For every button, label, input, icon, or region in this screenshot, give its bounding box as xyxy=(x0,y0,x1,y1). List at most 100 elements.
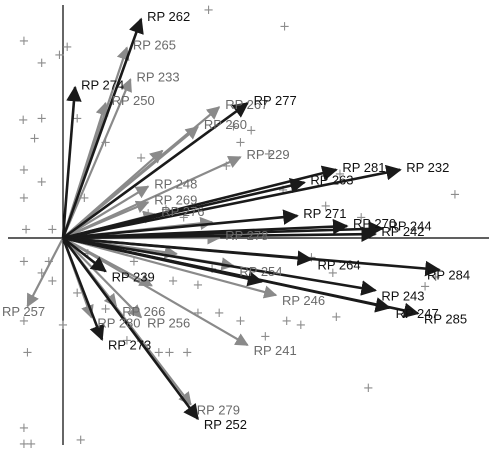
data-point-16: + xyxy=(21,223,32,238)
vector-label-rp-246: RP 246 xyxy=(282,293,325,308)
vector-label-rp-233: RP 233 xyxy=(136,69,179,84)
vector-rp-269 xyxy=(62,200,150,240)
data-point-44: + xyxy=(430,270,441,285)
data-point-38: + xyxy=(235,314,246,329)
vector-label-rp-254: RP 254 xyxy=(239,264,282,279)
vector-label-rp-277: RP 277 xyxy=(254,93,297,108)
vector-label-rp-250: RP 250 xyxy=(112,93,155,108)
vector-label-rp-241: RP 241 xyxy=(254,343,297,358)
data-point-64: + xyxy=(260,330,271,345)
vector-label-rp-263: RP 263 xyxy=(310,172,353,187)
vector-label-rp-257: RP 257 xyxy=(2,304,45,319)
loading-vectors xyxy=(26,17,441,421)
data-point-54: + xyxy=(79,191,90,206)
vector-rp-239 xyxy=(62,236,107,273)
data-point-14: + xyxy=(36,175,47,190)
data-point-4: + xyxy=(36,56,47,71)
vector-rp-233 xyxy=(61,78,132,239)
data-point-7: + xyxy=(18,113,29,128)
vector-unlabelled-41 xyxy=(62,236,264,287)
data-point-15: + xyxy=(18,191,29,206)
observation-points: +++++++ + ++ ++++++ +++++++++++++++ ++ + + +++ + +… xyxy=(18,3,461,450)
data-point-58: + xyxy=(75,433,86,448)
vector-rp-262 xyxy=(61,17,144,239)
vector-rp-271 xyxy=(62,209,299,240)
data-point-45: + xyxy=(363,381,374,396)
vector-label-rp-252: RP 252 xyxy=(204,417,247,432)
vector-label-rp-285: RP 285 xyxy=(424,311,467,326)
vector-label-rp-279: RP 279 xyxy=(197,403,240,418)
vector-unlabelled-21 xyxy=(62,149,164,239)
vector-label-rp-229: RP 229 xyxy=(247,147,290,162)
vector-rp-241 xyxy=(62,237,249,347)
vector-label-rp-280: RP 280 xyxy=(97,315,140,330)
vector-rp-284 xyxy=(62,236,441,277)
data-point-43: + xyxy=(420,280,431,295)
data-point-19: + xyxy=(235,135,246,150)
data-point-29: + xyxy=(72,286,83,301)
data-point-13: + xyxy=(18,163,29,178)
data-point-47: + xyxy=(192,278,203,293)
data-point-6: + xyxy=(62,40,73,55)
vector-rp-274 xyxy=(61,85,82,239)
data-point-22: + xyxy=(263,147,274,162)
data-point-20: + xyxy=(221,159,232,174)
data-point-24: + xyxy=(449,188,460,203)
data-point-62: + xyxy=(121,334,132,349)
vector-rp-243 xyxy=(62,236,377,296)
data-point-55: + xyxy=(18,421,29,436)
vector-label-rp-276: RP 276 xyxy=(161,204,204,219)
vector-rp-256 xyxy=(62,237,143,319)
data-point-51: + xyxy=(160,203,171,218)
data-point-18: + xyxy=(228,119,239,134)
vector-rp-232 xyxy=(62,164,402,240)
vector-label-rp-260: RP 260 xyxy=(204,117,247,132)
data-point-9: + xyxy=(72,112,83,127)
vector-label-rp-281: RP 281 xyxy=(342,160,385,175)
data-point-63: + xyxy=(192,306,203,321)
data-point-30: + xyxy=(100,302,111,317)
vector-label-rp-248: RP 248 xyxy=(154,176,197,191)
vector-label-rp-244: RP 244 xyxy=(389,218,432,233)
vector-rp-246 xyxy=(62,236,278,299)
data-point-8: + xyxy=(36,112,47,127)
data-point-40: + xyxy=(295,318,306,333)
data-point-60: + xyxy=(320,199,331,214)
vector-rp-263 xyxy=(62,178,306,240)
data-point-32: + xyxy=(58,318,69,333)
vector-label-rp-278: RP 278 xyxy=(225,228,268,243)
vector-rp-252 xyxy=(61,237,199,421)
vector-rp-257 xyxy=(26,237,64,308)
data-point-11: + xyxy=(100,135,111,150)
vector-labels: RP 265 RP 233 RP 250 RP 267 RP 229 RP 248 RP 2… xyxy=(2,9,470,432)
data-point-28: + xyxy=(82,246,93,261)
vector-label-rp-266: RP 266 xyxy=(122,304,165,319)
data-point-5: + xyxy=(54,48,65,63)
data-point-57: + xyxy=(26,437,37,450)
data-point-31: + xyxy=(18,314,29,329)
vector-unlabelled-22 xyxy=(62,237,153,287)
data-point-25: + xyxy=(18,254,29,269)
vector-label-rp-284: RP 284 xyxy=(427,268,470,283)
data-point-1: + xyxy=(203,3,214,18)
data-point-39: + xyxy=(281,314,292,329)
data-point-34: + xyxy=(153,346,164,361)
data-point-61: + xyxy=(43,254,54,269)
data-point-53: + xyxy=(278,183,289,198)
vector-label-rp-274: RP 274 xyxy=(81,77,124,92)
vector-label-rp-232: RP 232 xyxy=(406,160,449,175)
data-point-10: + xyxy=(29,131,40,146)
vector-rp-277 xyxy=(62,102,249,240)
vector-label-rp-265: RP 265 xyxy=(133,38,176,53)
data-point-26: + xyxy=(36,266,47,281)
data-point-36: + xyxy=(182,346,193,361)
vector-label-rp-247: RP 247 xyxy=(396,306,439,321)
data-point-33: + xyxy=(22,346,33,361)
data-point-23: + xyxy=(334,167,345,182)
data-point-35: + xyxy=(164,346,175,361)
vector-label-rp-267: RP 267 xyxy=(225,97,268,112)
vector-label-rp-273: RP 273 xyxy=(108,338,151,353)
data-point-52: + xyxy=(178,211,189,226)
data-point-49: + xyxy=(129,254,140,269)
